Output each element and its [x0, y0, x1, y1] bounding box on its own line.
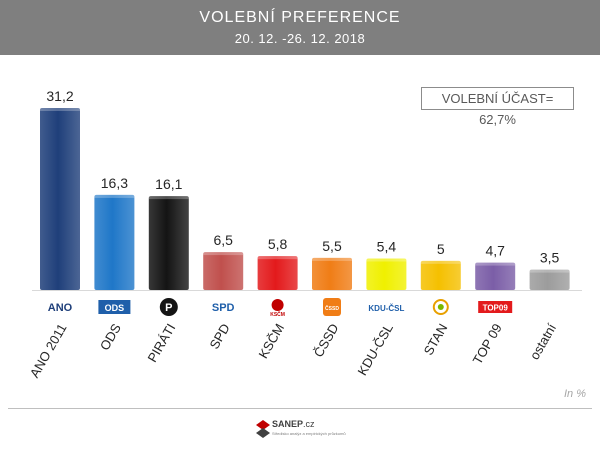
bar-spd — [203, 252, 244, 290]
bar-ks-m — [257, 256, 298, 290]
bar-cap — [148, 196, 189, 200]
value-label: 31,2 — [46, 88, 73, 104]
top09-logo-text: TOP09 — [483, 304, 509, 313]
cssd-logo-text: ČSSD — [325, 305, 339, 312]
pirati-logo-text: P — [165, 302, 172, 314]
value-label: 5,4 — [377, 239, 397, 255]
header-banner: VOLEBNÍ PREFERENCE 20. 12. -26. 12. 2018 — [0, 0, 600, 55]
ods-logo-icon — [98, 300, 131, 314]
bar-ostatn- — [529, 269, 570, 290]
bar-stan — [420, 260, 461, 290]
footer-divider — [8, 408, 592, 409]
bar-kdu-sl — [366, 258, 407, 290]
turnout-box: VOLEBNÍ ÚČAST= 62,7% — [421, 87, 574, 127]
bar-ods — [94, 194, 135, 290]
sanep-tagline: Středisko analýz a empirických průzkumů — [272, 431, 346, 436]
party-logo-text: ANO — [48, 302, 73, 314]
party-logo-text: SPD — [212, 302, 235, 314]
category-label: KDU-ČSL — [354, 321, 396, 378]
top09-logo-icon — [478, 301, 513, 313]
value-label: 5,8 — [268, 236, 288, 252]
value-label: 5 — [437, 241, 445, 257]
bar-ano-2011 — [40, 108, 80, 290]
chart-subtitle: 20. 12. -26. 12. 2018 — [234, 31, 366, 46]
category-label: ANO 2011 — [27, 321, 70, 380]
stan-logo-dot — [437, 304, 444, 310]
cssd-logo-icon — [323, 298, 341, 316]
value-label: 5,5 — [322, 238, 342, 254]
category-label: KSČM — [255, 321, 287, 361]
value-label: 4,7 — [485, 243, 505, 259]
pirati-logo-icon — [159, 298, 178, 316]
category-label: PIRÁTI — [144, 321, 178, 365]
sanep-logo: SANEP.cz Středisko analýz a empirických … — [256, 418, 352, 442]
bar-cap — [529, 269, 570, 273]
kscm-logo-icon — [271, 299, 284, 311]
bar-cap — [257, 256, 298, 260]
party-logo-text: KDU-ČSL — [368, 304, 404, 313]
chart-title: VOLEBNÍ PREFERENCE — [199, 9, 401, 26]
category-label: ostatní — [527, 321, 560, 363]
ods-logo-text: ODS — [105, 303, 125, 313]
sanep-brand-name: SANEP — [272, 419, 304, 429]
sanep-logo-icon — [256, 420, 270, 438]
value-label: 16,3 — [101, 175, 128, 191]
bar-cap — [94, 194, 135, 198]
category-label: STAN — [421, 321, 451, 358]
bar-pir-ti — [148, 196, 189, 290]
value-label: 3,5 — [540, 250, 560, 266]
bar-cap — [40, 108, 80, 111]
category-label: ČSSD — [311, 321, 342, 360]
unit-label: In % — [563, 388, 586, 400]
category-label: SPD — [206, 321, 232, 352]
value-label: 16,1 — [155, 176, 182, 192]
category-label: TOP 09 — [470, 321, 505, 367]
bar-cap — [203, 252, 244, 256]
bar-cap — [475, 262, 516, 266]
value-label: 6,5 — [213, 232, 233, 248]
bar-top-09 — [475, 262, 516, 290]
bar-cap — [366, 258, 407, 262]
bar--ssd — [312, 257, 352, 290]
category-label: ODS — [97, 321, 124, 353]
bar-cap — [420, 260, 461, 264]
sanep-brand-suffix: .cz — [303, 419, 315, 429]
kscm-logo-text: KSČM — [270, 311, 285, 318]
stan-logo-icon — [432, 299, 449, 315]
bar-cap — [312, 257, 352, 261]
sanep-brand: SANEP.cz — [272, 419, 315, 429]
